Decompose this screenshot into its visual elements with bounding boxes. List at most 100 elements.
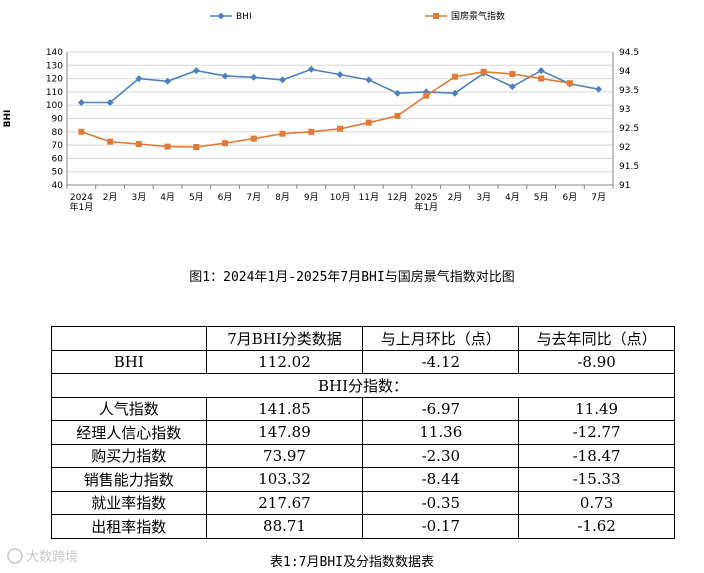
data-point-bhi: [508, 83, 516, 91]
x-tick-label: 2024: [70, 193, 93, 203]
data-point-guofang: [423, 92, 430, 99]
row-yoy: -18.47: [518, 443, 675, 468]
data-point-bhi: [135, 75, 143, 83]
y2-tick-label: 92.5: [619, 124, 639, 134]
row-mom: 11.36: [362, 420, 520, 445]
bhi-comparison-chart: 40 50 60 70 80 90 100 110 120 130 140 91 91.5 92 92.5 9…: [3, 10, 639, 213]
x-tick-label: 2月: [448, 192, 463, 203]
data-point-guofang: [193, 144, 200, 150]
row-mom: -0.35: [362, 490, 520, 515]
y2-tick-label: 91: [619, 181, 630, 191]
legend-marker-bhi: [217, 12, 225, 20]
x-tick-label: 年1月: [70, 201, 94, 213]
data-point-guofang: [78, 128, 85, 135]
x-tick-label: 6月: [218, 192, 233, 203]
data-point-bhi: [365, 76, 373, 84]
data-point-bhi: [250, 73, 258, 81]
row-name: 购买力指数: [51, 443, 207, 468]
row-value: 217.67: [205, 490, 364, 515]
x-tick-label: 年1月: [414, 201, 438, 213]
y2-tick-label: 93.5: [619, 86, 639, 96]
x-tick-label: 5月: [189, 192, 204, 203]
row-name: 经理人信心指数: [51, 420, 207, 445]
row-value: 141.85: [205, 396, 364, 421]
data-point-bhi: [451, 89, 459, 97]
legend-label: BHI: [236, 12, 252, 22]
y2-tick-label: 92: [619, 143, 630, 153]
y2-tick-label: 91.5: [619, 162, 639, 172]
table-row: 购买力指数 73.97 -2.30 -18.47: [51, 443, 675, 468]
x-tick-label: 12月: [387, 192, 407, 203]
bhi-data-table: 7月BHI分类数据 与上月环比（点） 与去年同比（点） BHI 112.02 -…: [51, 326, 675, 539]
row-mom: -4.12: [362, 349, 520, 374]
data-point-guofang: [222, 140, 229, 147]
x-tick-label: 4月: [160, 192, 175, 203]
row-yoy: -12.77: [518, 420, 675, 445]
y-tick-label: 40: [52, 181, 64, 191]
data-point-guofang: [279, 130, 286, 137]
row-value: 88.71: [205, 514, 364, 539]
row-name: 就业率指数: [51, 490, 207, 515]
watermark-logo: 大数跨境: [7, 548, 78, 565]
y-tick-label: 90: [52, 115, 64, 125]
subindex-label: BHI分指数：: [51, 373, 675, 398]
row-name: 人气指数: [51, 396, 207, 421]
data-point-guofang: [451, 73, 458, 80]
table-row: 经理人信心指数 147.89 11.36 -12.77: [51, 420, 675, 445]
data-point-guofang: [250, 135, 257, 142]
x-tick-label: 6月: [563, 192, 578, 203]
data-point-bhi: [192, 67, 200, 75]
x-tick-label: 3月: [131, 192, 146, 203]
table-header-cell: [51, 326, 207, 351]
data-point-guofang: [480, 68, 487, 75]
y-tick-label: 80: [52, 128, 64, 138]
data-point-bhi: [336, 71, 344, 79]
table-header-cell: 7月BHI分类数据: [205, 326, 364, 351]
table-header-cell: 与去年同比（点）: [518, 326, 675, 351]
row-name: 销售能力指数: [51, 467, 207, 492]
figure-caption: 图1：2024年1月-2025年7月BHI与国房景气指数对比图: [189, 270, 515, 285]
row-value: 103.32: [205, 467, 364, 492]
y-tick-label: 140: [46, 48, 63, 58]
data-point-guofang: [509, 71, 516, 78]
x-tick-label: 2月: [103, 192, 118, 203]
svg-text:大数跨境: 大数跨境: [26, 550, 78, 565]
x-tick-label: 7月: [246, 192, 261, 203]
y-tick-label: 100: [46, 101, 63, 111]
y-tick-label: 60: [52, 154, 64, 164]
x-tick-label: 4月: [505, 192, 520, 203]
data-point-guofang: [164, 143, 171, 150]
y-tick-label: 130: [46, 61, 63, 71]
row-mom: -0.17: [362, 514, 520, 539]
row-value: 73.97: [205, 443, 364, 468]
data-point-bhi: [537, 67, 545, 75]
table-row-subindex-label: BHI分指数：: [51, 373, 675, 398]
row-mom: -8.44: [362, 467, 520, 492]
x-tick-label: 9月: [304, 192, 319, 203]
data-point-guofang: [365, 119, 372, 126]
row-yoy: -15.33: [518, 467, 675, 492]
data-point-guofang: [107, 138, 114, 145]
y2-tick-label: 94: [619, 67, 631, 77]
y2-tick-label: 93: [619, 105, 630, 115]
table-row: 人气指数 141.85 -6.97 11.49: [51, 396, 675, 421]
x-tick-label: 3月: [476, 192, 491, 203]
data-point-guofang: [394, 112, 401, 119]
data-point-bhi: [307, 65, 315, 73]
y-tick-label: 70: [52, 141, 64, 151]
y-tick-label: 110: [46, 88, 63, 98]
table-row-bhi: BHI 112.02 -4.12 -8.90: [51, 349, 675, 374]
row-name: BHI: [51, 349, 207, 374]
x-tick-label: 10月: [330, 192, 350, 203]
data-point-bhi: [77, 99, 85, 107]
row-mom: -6.97: [362, 396, 520, 421]
table-row: 销售能力指数 103.32 -8.44 -15.33: [51, 467, 675, 492]
row-yoy: -8.90: [518, 349, 675, 374]
data-point-bhi: [164, 77, 172, 85]
legend-marker-guofang: [433, 13, 439, 19]
y-axis-label: BHI: [3, 110, 13, 128]
legend-label: 国房景气指数: [451, 10, 505, 22]
data-point-bhi: [279, 76, 287, 84]
data-point-guofang: [566, 80, 573, 87]
row-yoy: 11.49: [518, 396, 675, 421]
